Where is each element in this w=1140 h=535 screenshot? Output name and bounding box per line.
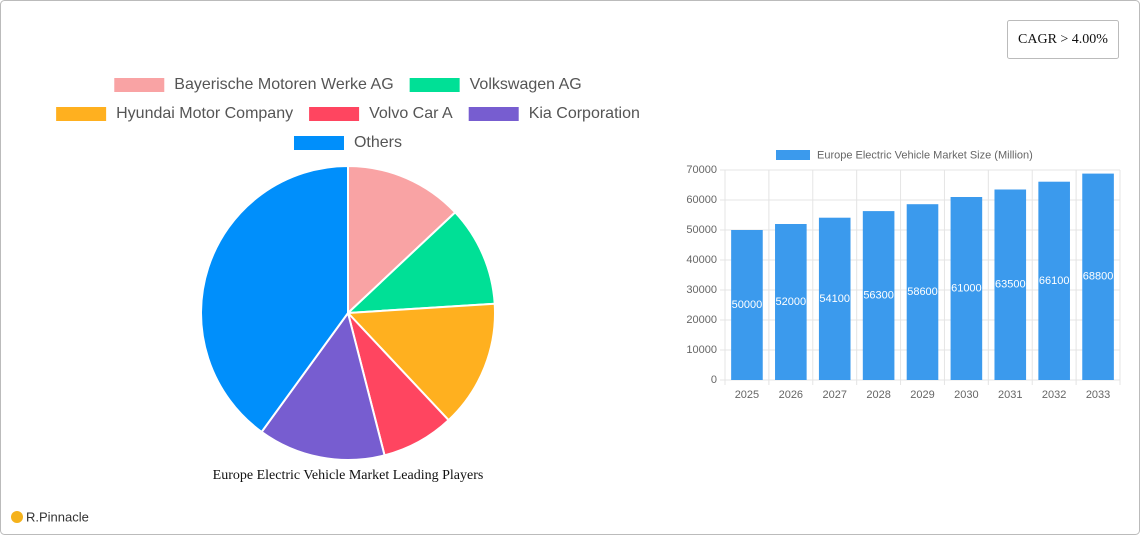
cagr-badge: CAGR > 4.00% (1018, 32, 1108, 47)
value-label: 52000 (776, 296, 807, 308)
legend-label: Europe Electric Vehicle Market Size (Mil… (817, 149, 1033, 161)
x-tick-label: 2025 (735, 389, 759, 401)
bar (1082, 173, 1114, 380)
y-tick-label: 60000 (686, 194, 717, 206)
legend-label: Bayerische Motoren Werke AG (174, 76, 393, 93)
badge-box (1007, 20, 1119, 59)
value-label: 56300 (863, 289, 894, 301)
brand: R.Pinnacle (26, 509, 89, 524)
legend-label: Others (354, 134, 402, 151)
bar (906, 204, 939, 380)
value-label: 68800 (1083, 271, 1114, 283)
y-tick-label: 0 (711, 374, 717, 386)
legend-swatch (293, 136, 344, 150)
legend-label: Volvo Car A (369, 105, 453, 122)
pie-slice (345, 302, 496, 422)
pie-slice (200, 164, 349, 434)
y-tick-label: 50000 (686, 224, 717, 236)
legend-swatch (309, 107, 360, 121)
value-label: 61000 (951, 282, 982, 294)
legend-label: Volkswagen AG (470, 76, 582, 93)
y-tick-label: 10000 (686, 344, 717, 356)
y-tick-label: 40000 (686, 254, 717, 266)
value-label: 63500 (995, 279, 1026, 291)
bar (950, 197, 983, 380)
pie-slice (347, 164, 457, 316)
x-tick-label: 2027 (822, 389, 846, 401)
y-tick-label: 20000 (686, 314, 717, 326)
y-tick-label: 70000 (686, 164, 717, 176)
x-tick-label: 2033 (1086, 389, 1110, 401)
value-label: 54100 (819, 293, 850, 305)
bar (862, 211, 895, 380)
legend-swatch (56, 107, 107, 121)
value-label: 58600 (907, 286, 938, 298)
value-label: 50000 (732, 299, 763, 311)
x-tick-label: 2026 (779, 389, 803, 401)
legend-swatch (409, 78, 460, 92)
legend-label: Kia Corporation (529, 105, 640, 122)
bar (775, 224, 807, 380)
chart-title: Europe Electric Vehicle Market Leading P… (213, 468, 484, 483)
x-tick-label: 2028 (866, 389, 890, 401)
bar (994, 189, 1027, 380)
bar (1038, 181, 1070, 380)
pie-slice (345, 210, 496, 315)
brand-logo (11, 511, 23, 523)
value-label: 66100 (1039, 275, 1070, 287)
x-tick-label: 2030 (954, 389, 978, 401)
x-tick-label: 2032 (1042, 389, 1066, 401)
legend-swatch (468, 107, 519, 121)
x-tick-label: 2029 (910, 389, 934, 401)
x-tick-label: 2031 (998, 389, 1022, 401)
legend-swatch (114, 78, 165, 92)
legend-label: Hyundai Motor Company (116, 105, 293, 122)
legend-swatch (776, 150, 810, 160)
pie-slice (260, 310, 386, 461)
bar (731, 230, 763, 380)
bar (818, 217, 851, 380)
y-tick-label: 30000 (686, 284, 717, 296)
